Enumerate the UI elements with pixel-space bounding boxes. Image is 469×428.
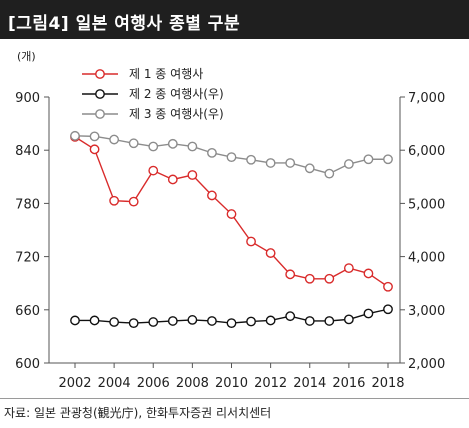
legend-label: 제 3 종 여행사(우) xyxy=(129,106,224,121)
series-1-point xyxy=(207,190,217,201)
y-left-tick-label: 600 xyxy=(15,357,40,372)
x-tick-label: 2006 xyxy=(137,376,170,391)
series-3-point xyxy=(89,131,100,142)
series-1-point xyxy=(343,263,354,274)
series-2-point xyxy=(265,315,276,326)
series-3-point xyxy=(246,154,256,165)
y-left-tick-label: 780 xyxy=(15,197,40,212)
series-1-point xyxy=(187,170,198,180)
y-left-tick-label: 720 xyxy=(15,251,40,266)
series-2-point xyxy=(226,318,237,328)
series-2-point xyxy=(285,311,296,322)
series-3-point xyxy=(226,152,237,163)
series-1-point xyxy=(226,209,237,219)
series-2-point xyxy=(324,316,335,326)
series-2-point xyxy=(363,308,374,319)
series-3-point xyxy=(304,163,315,174)
x-tick-label: 2002 xyxy=(58,376,91,391)
series-3-point xyxy=(383,154,393,165)
y-left-unit-label: (개) xyxy=(17,50,36,63)
x-tick-label: 2014 xyxy=(293,376,326,391)
legend-swatch-marker xyxy=(95,69,105,79)
series-3-point xyxy=(265,158,276,168)
series-3-point xyxy=(285,158,296,168)
series-2-point xyxy=(89,315,100,326)
y-right-tick-label: 3,000 xyxy=(408,304,445,319)
series-2-point xyxy=(246,316,256,327)
x-tick-label: 2010 xyxy=(215,376,248,391)
series-1-point xyxy=(148,165,159,176)
series-3-point xyxy=(109,134,120,145)
legend-swatch-marker xyxy=(95,109,105,119)
series-2-point xyxy=(128,318,139,328)
series-2-point xyxy=(383,304,393,315)
legend-label: 제 1 종 여행사 xyxy=(129,66,203,81)
y-right-tick-label: 7,000 xyxy=(408,91,445,106)
series-1-point xyxy=(304,273,315,284)
series-2-point xyxy=(70,315,80,326)
series-2-point xyxy=(187,315,198,325)
figure-title: [그림4] 일본 여행사 종별 구분 xyxy=(8,14,241,34)
series-3-point xyxy=(148,141,159,152)
source-note: 자료: 일본 관광청(観光庁), 한화투자증권 리서치센터 xyxy=(4,406,272,420)
x-tick-label: 2008 xyxy=(176,376,209,391)
x-tick-label: 2004 xyxy=(98,376,131,391)
series-1-point xyxy=(89,144,100,155)
series-3-point xyxy=(167,138,178,149)
series-1-point xyxy=(324,273,335,284)
line-chart: 600 660 720 780 840 900 2,000 3,000 4,000 5,000 6,… xyxy=(15,50,445,391)
y-right-tick-label: 4,000 xyxy=(408,251,445,266)
title-bar: [그림4] 일본 여행사 종별 구분 xyxy=(0,0,469,39)
series-1-point xyxy=(383,281,393,292)
series-2-point xyxy=(304,316,315,326)
series-1-point xyxy=(265,248,276,258)
series-3-point xyxy=(343,159,354,169)
series-2-point xyxy=(207,316,217,326)
series-3-point xyxy=(128,138,139,149)
series-3-point xyxy=(70,130,80,141)
series-2-point xyxy=(343,314,354,325)
series-3-point xyxy=(207,147,217,158)
x-tick-label: 2016 xyxy=(332,376,365,391)
series-2-point xyxy=(109,317,120,327)
series-1-point xyxy=(363,268,374,279)
series-1-point xyxy=(128,196,139,207)
series-2-point xyxy=(148,317,159,327)
y-left-tick-label: 840 xyxy=(15,144,40,159)
legend-swatch-marker xyxy=(95,89,105,99)
y-left-tick-label: 900 xyxy=(15,91,40,106)
series-2-point xyxy=(167,316,178,326)
legend-label: 제 2 종 여행사(우) xyxy=(129,86,224,101)
series-3-point xyxy=(324,168,335,179)
series-1-point xyxy=(285,269,296,280)
series-1-point xyxy=(109,195,120,206)
divider xyxy=(0,398,469,399)
series-1-point xyxy=(246,236,256,247)
y-left-tick-label: 660 xyxy=(15,304,40,319)
y-right-tick-label: 5,000 xyxy=(408,197,445,212)
series-1-point xyxy=(167,174,178,185)
x-tick-label: 2018 xyxy=(371,376,404,391)
series-3-point xyxy=(187,141,198,152)
x-tick-label: 2012 xyxy=(254,376,287,391)
y-right-tick-label: 6,000 xyxy=(408,144,445,159)
y-right-tick-label: 2,000 xyxy=(408,357,445,372)
series-3-point xyxy=(363,154,374,165)
